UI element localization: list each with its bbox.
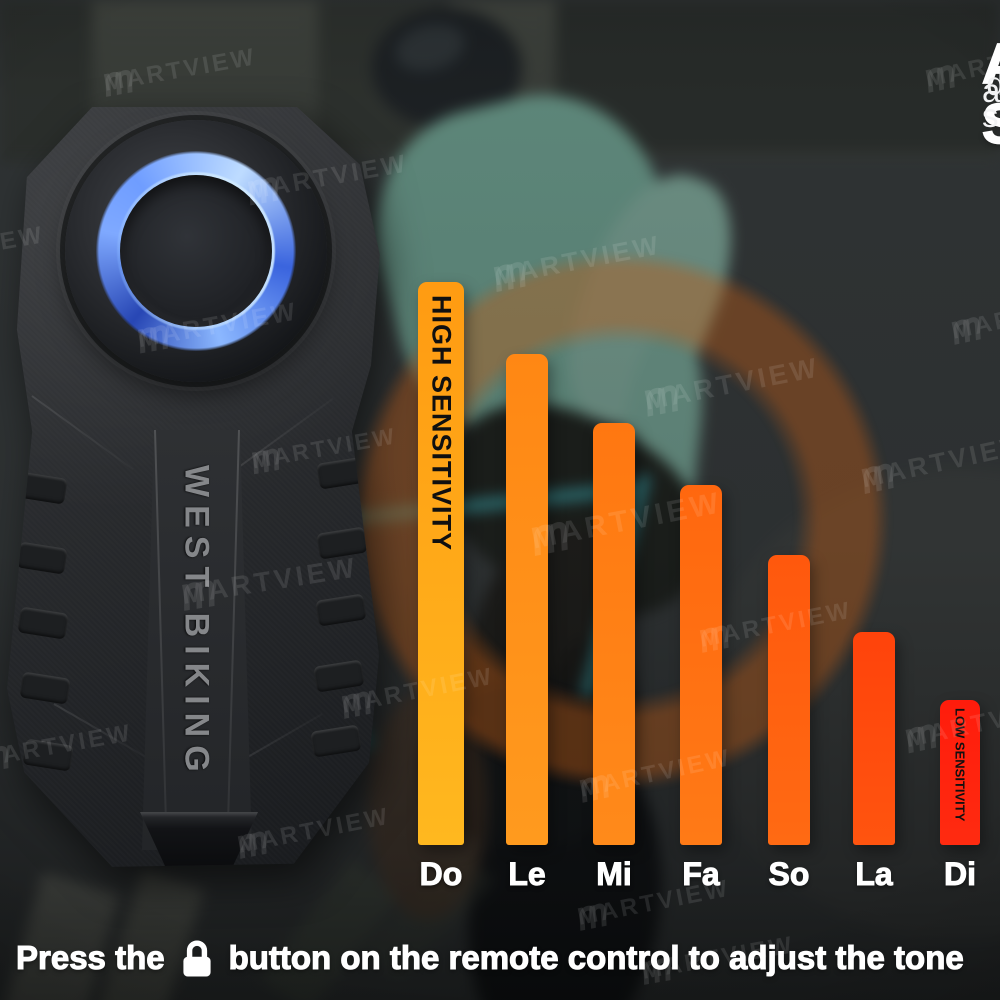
device-body: WEST BIKING bbox=[6, 106, 380, 867]
bar-la bbox=[853, 632, 895, 845]
bar-label-mi: Mi bbox=[596, 856, 633, 893]
bar-fa bbox=[680, 485, 722, 845]
bar-label-fa: Fa bbox=[682, 856, 720, 893]
bar-so bbox=[768, 555, 810, 845]
footer-text-after: button on the remote control to adjust t… bbox=[228, 938, 964, 976]
bar-le bbox=[506, 354, 548, 845]
high-sensitivity-label: HIGH SENSITIVITY bbox=[426, 295, 457, 552]
bar-di: LOW SENSITIVITY bbox=[940, 700, 980, 845]
footer-text-before: Press the bbox=[15, 938, 165, 976]
bar-label-so: So bbox=[768, 856, 810, 893]
bar-mi bbox=[593, 423, 635, 845]
bar-label-do: Do bbox=[419, 856, 463, 893]
bar-label-la: La bbox=[855, 856, 893, 893]
lock-icon bbox=[183, 940, 211, 977]
alarm-device: WEST BIKING bbox=[2, 103, 384, 893]
bar-do: HIGH SENSITIVITY bbox=[418, 282, 464, 845]
subtitle-line-2: for different situation bbox=[982, 65, 1000, 134]
brand-logo: WEST BIKING bbox=[177, 465, 216, 780]
bar-label-di: Di bbox=[944, 856, 977, 893]
low-sensitivity-label: LOW SENSITIVITY bbox=[952, 708, 968, 822]
title-line-1: ADJUST 7 LEVEL bbox=[981, 33, 1000, 214]
bar-label-le: Le bbox=[508, 856, 546, 893]
touch-button[interactable] bbox=[120, 175, 272, 327]
center-strip bbox=[142, 430, 252, 850]
subtitle-line-1: Select the appropriate sensitivity bbox=[982, 72, 1000, 109]
footer-instruction: Press the button on the remote control t… bbox=[0, 926, 1000, 990]
title-line-2: TOUCH SENSITIVITY bbox=[981, 34, 1000, 155]
